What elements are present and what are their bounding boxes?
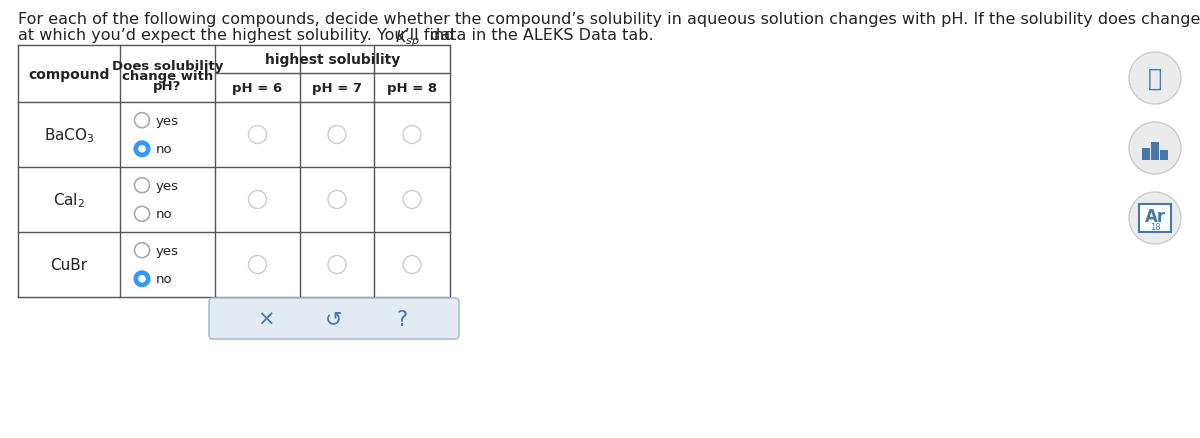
Text: no: no — [156, 273, 173, 286]
Text: change with: change with — [122, 70, 214, 83]
Text: yes: yes — [156, 244, 179, 257]
Text: pH?: pH? — [154, 80, 181, 93]
Text: 🖩: 🖩 — [1148, 67, 1162, 91]
Circle shape — [138, 146, 146, 153]
Circle shape — [138, 276, 146, 283]
Text: 18: 18 — [1150, 223, 1160, 232]
Text: no: no — [156, 143, 173, 156]
Text: BaCO$_3$: BaCO$_3$ — [43, 126, 95, 145]
Text: ?: ? — [396, 309, 407, 329]
Bar — [1142, 148, 1150, 161]
Circle shape — [1129, 193, 1181, 244]
Text: yes: yes — [156, 114, 179, 127]
Text: Ar: Ar — [1145, 208, 1165, 226]
Text: CaI$_2$: CaI$_2$ — [53, 191, 85, 209]
Text: $K_{sp}$: $K_{sp}$ — [395, 28, 420, 49]
Text: data in the ALEKS Data tab.: data in the ALEKS Data tab. — [425, 28, 654, 43]
Text: Does solubility: Does solubility — [112, 60, 223, 73]
Circle shape — [134, 272, 150, 286]
FancyBboxPatch shape — [209, 298, 460, 339]
Bar — [1160, 151, 1168, 161]
Bar — [1151, 143, 1159, 161]
Text: at which you’d expect the highest solubility. You’ll find: at which you’d expect the highest solubi… — [18, 28, 460, 43]
Text: yes: yes — [156, 179, 179, 192]
Text: pH = 6: pH = 6 — [233, 82, 282, 95]
Text: ↺: ↺ — [325, 309, 343, 329]
Circle shape — [134, 142, 150, 157]
Circle shape — [1129, 123, 1181, 175]
Text: no: no — [156, 208, 173, 221]
Text: pH = 7: pH = 7 — [312, 82, 362, 95]
Text: compound: compound — [29, 67, 109, 81]
Circle shape — [1129, 53, 1181, 105]
Text: CuBr: CuBr — [50, 258, 88, 272]
Text: For each of the following compounds, decide whether the compound’s solubility in: For each of the following compounds, dec… — [18, 12, 1200, 27]
Text: ×: × — [258, 309, 275, 329]
Text: pH = 8: pH = 8 — [386, 82, 437, 95]
Text: highest solubility: highest solubility — [265, 53, 400, 67]
FancyBboxPatch shape — [1139, 205, 1171, 233]
